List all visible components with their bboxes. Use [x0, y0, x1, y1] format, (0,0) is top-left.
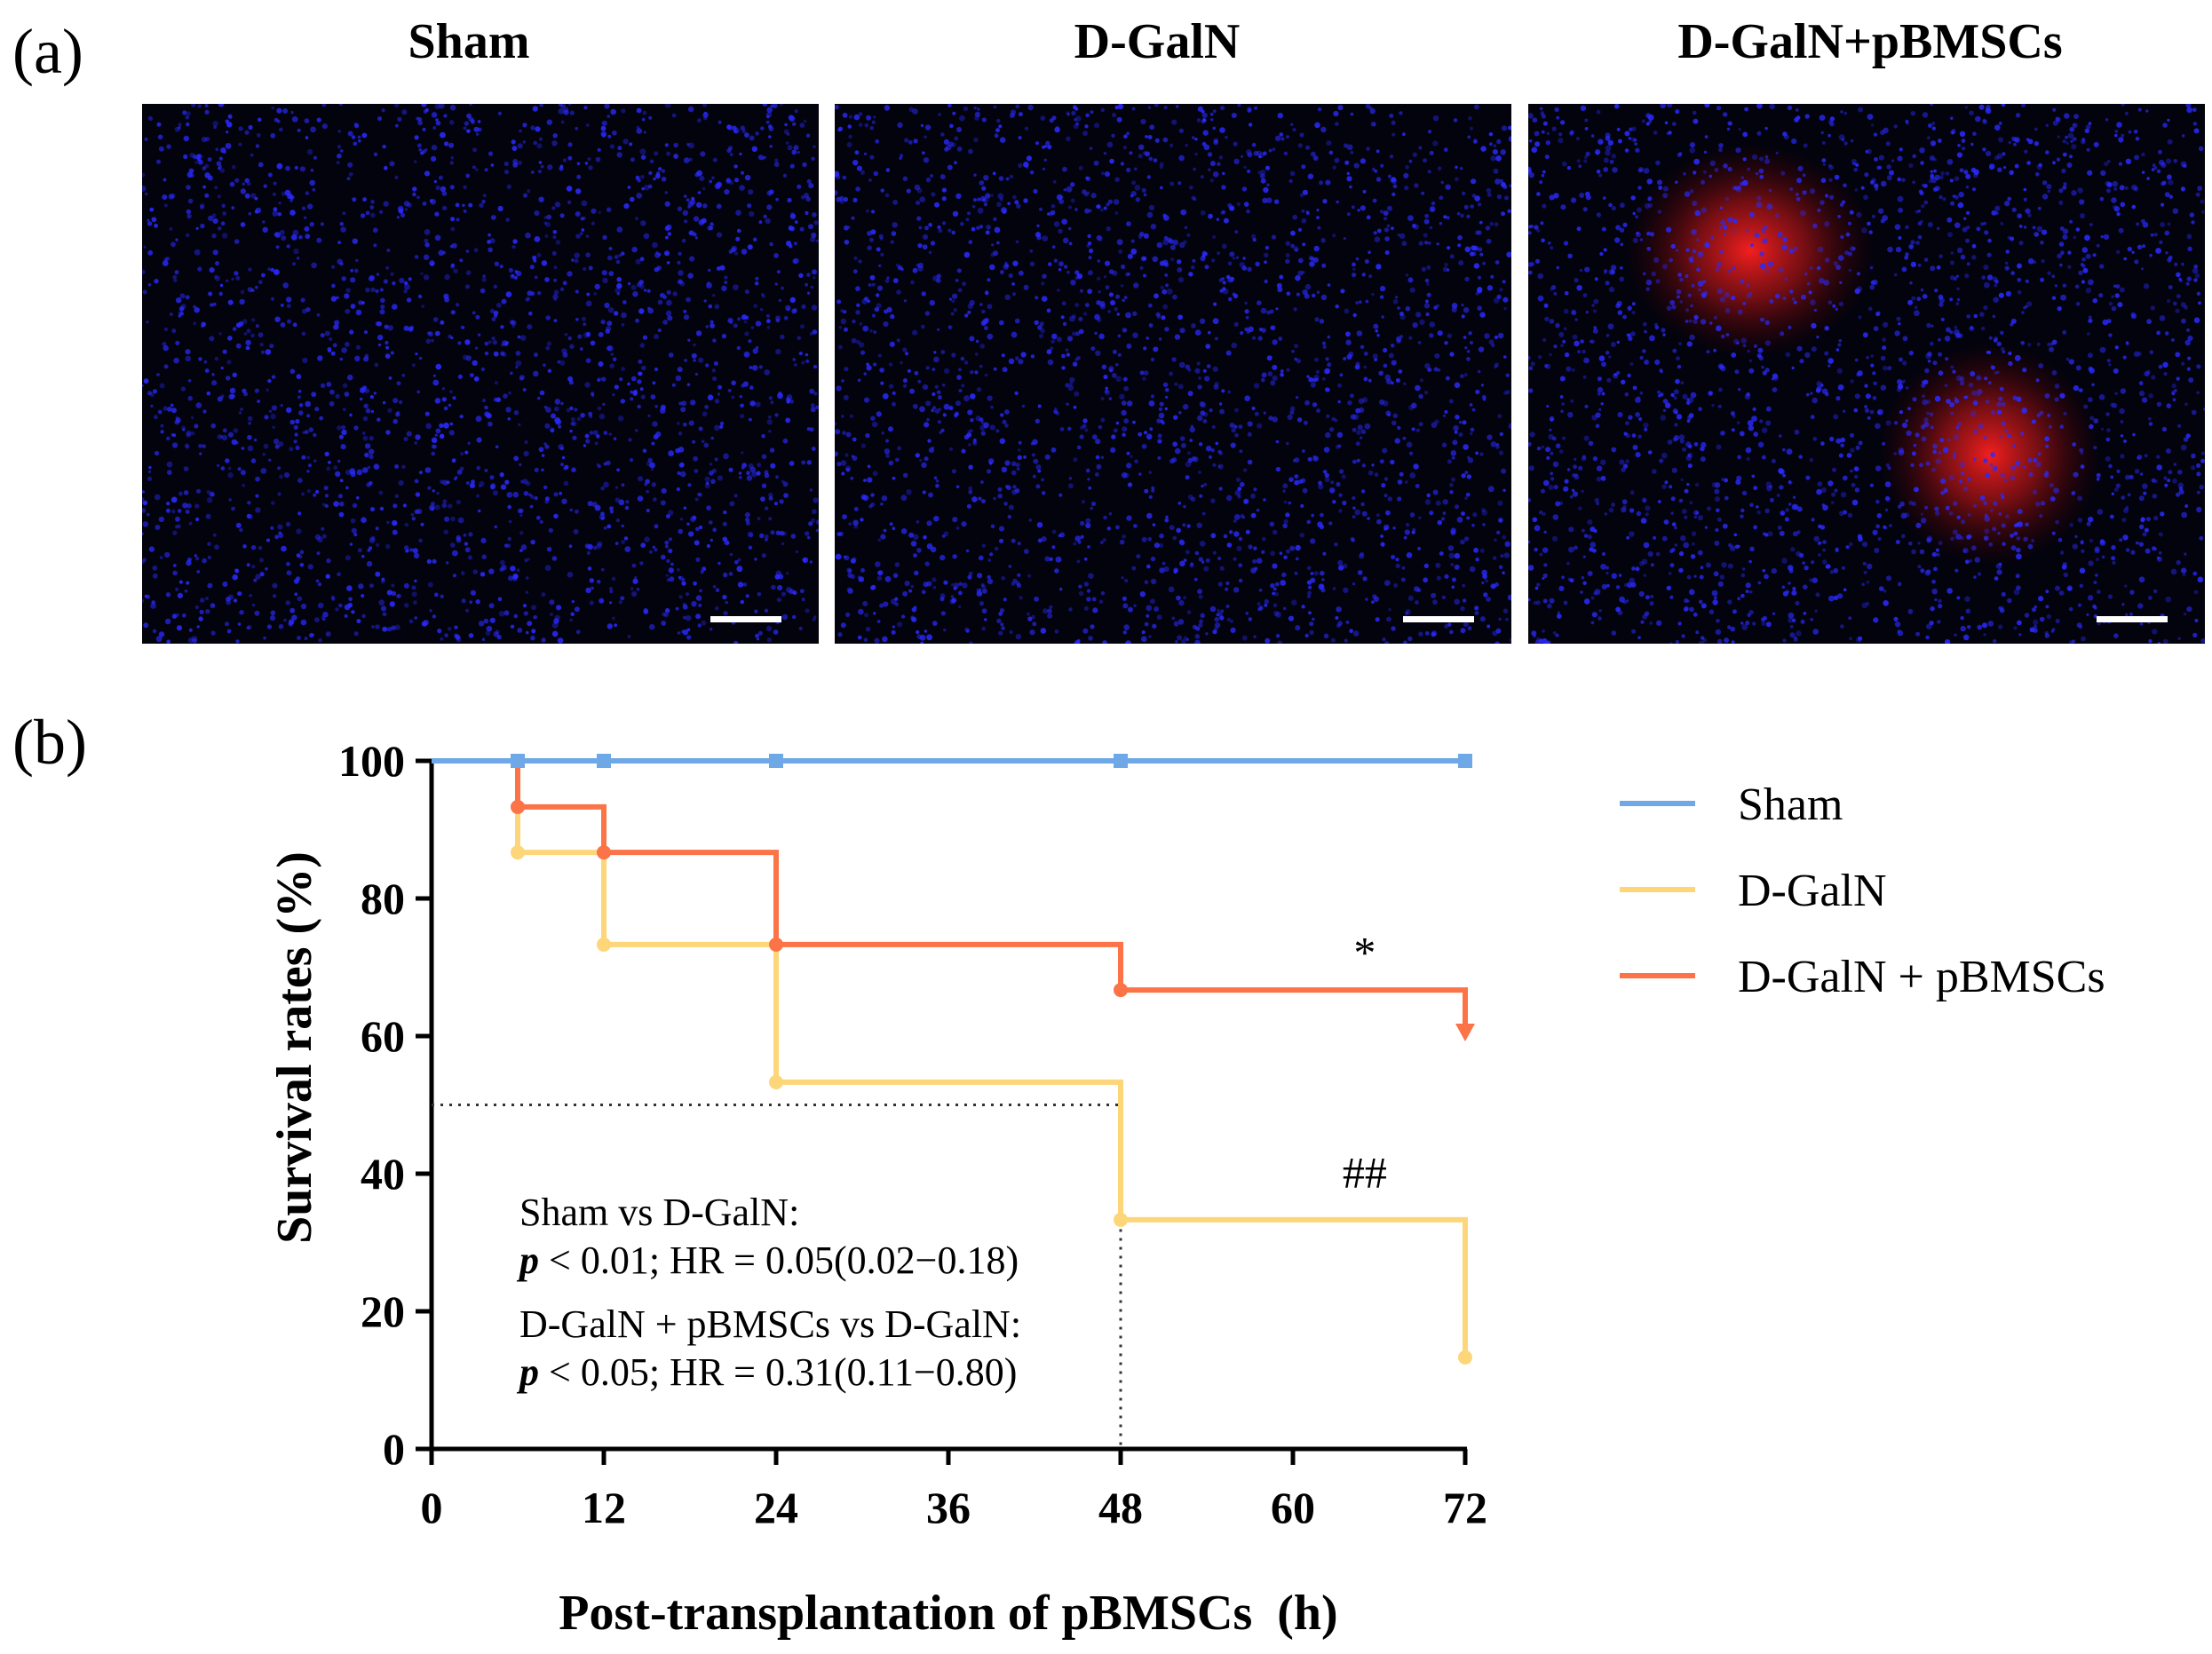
nuclei-dots [1528, 104, 2205, 644]
series-layer [432, 754, 1475, 1365]
series-d-galn-pbmscs [511, 761, 1475, 1041]
x-axis-title: Post-transplantation of pBMSCs (h) [559, 1586, 1337, 1641]
censor-marker [1458, 754, 1472, 768]
censor-marker [1114, 983, 1128, 998]
x-tick-label: 48 [1098, 1483, 1143, 1532]
significance-mark: ## [1343, 1148, 1387, 1198]
image-title-sham: Sham [408, 14, 530, 69]
censor-marker [511, 845, 525, 860]
censor-marker [597, 845, 611, 860]
censor-marker [769, 754, 783, 768]
micrograph-background [835, 104, 1511, 644]
censor-marker [597, 937, 611, 952]
image-title-dgaln: D-GalN [1074, 14, 1241, 69]
censor-marker [1114, 1212, 1128, 1227]
significance-annotations: * ## [1343, 928, 1387, 1198]
image-title-dgaln-pbmscs: D-GalN+pBMSCs [1677, 14, 2063, 69]
red-stain-cluster [1879, 344, 2101, 566]
legend-label-d-galn: D-GalN [1738, 866, 1887, 916]
median-survival-lines [432, 1104, 1122, 1449]
series-sham [432, 754, 1472, 768]
x-tick-label: 12 [582, 1483, 626, 1532]
end-arrow-marker [1455, 1024, 1475, 1041]
censor-marker [1458, 1349, 1472, 1365]
x-tick-label: 0 [421, 1483, 443, 1532]
scale-bar [2097, 616, 2168, 622]
stats-line-1: Sham vs D-GalN: [519, 1191, 799, 1234]
micrograph-sham [142, 104, 819, 644]
y-tick-label: 0 [383, 1424, 405, 1474]
p-symbol-2: p [516, 1350, 539, 1394]
x-tick-label: 24 [754, 1483, 798, 1532]
stats-line-4: p < 0.05; HR = 0.31(0.11−0.80) [516, 1350, 1017, 1394]
y-tick-label: 20 [361, 1286, 405, 1336]
micrograph-background [1528, 104, 2205, 644]
x-tick-label: 72 [1443, 1483, 1487, 1532]
red-stain-cluster [1626, 144, 1875, 357]
stats-line-2: p < 0.01; HR = 0.05(0.02−0.18) [516, 1239, 1019, 1282]
censor-marker [511, 799, 525, 814]
y-axis-title: Survival rates (%) [267, 851, 322, 1244]
legend-label-sham: Sham [1738, 780, 1843, 830]
scale-bar [710, 616, 781, 622]
p-text-2: < 0.05; HR = 0.31(0.11−0.80) [539, 1350, 1017, 1394]
micrograph-background [142, 104, 819, 644]
significance-mark: * [1353, 928, 1376, 977]
y-tick-label: 100 [338, 736, 405, 786]
legend: Sham D-GalN D-GalN + pBMSCs [1620, 780, 2105, 1002]
scale-bar [1403, 616, 1474, 622]
y-tick-label: 40 [361, 1149, 405, 1199]
chart-axes: 0 20 40 60 80 100 0 12 24 36 48 60 72 [338, 736, 1487, 1532]
censor-marker [769, 1074, 783, 1089]
censor-marker [511, 754, 525, 768]
x-tick-label: 60 [1271, 1483, 1315, 1532]
legend-label-d-galn-pbmscs: D-GalN + pBMSCs [1738, 952, 2105, 1002]
nuclei-dots [835, 104, 1511, 644]
p-text-1: < 0.01; HR = 0.05(0.02−0.18) [539, 1239, 1019, 1282]
y-tick-label: 60 [361, 1011, 405, 1061]
stats-line-3: D-GalN + pBMSCs vs D-GalN: [519, 1302, 1021, 1346]
nuclei-dots [142, 104, 819, 644]
series-line-d-galn-pbmscs [515, 761, 1468, 1036]
censor-marker [769, 937, 783, 952]
censor-marker [1114, 754, 1128, 768]
panel-a-label: (a) [12, 16, 83, 87]
stats-box: Sham vs D-GalN: p < 0.01; HR = 0.05(0.02… [516, 1191, 1021, 1394]
micrograph-dgaln-pbmscs [1528, 104, 2205, 644]
panel-b-label: (b) [12, 707, 87, 778]
x-tick-label: 36 [926, 1483, 971, 1532]
p-symbol-1: p [516, 1239, 539, 1282]
censor-marker [597, 754, 611, 768]
y-tick-label: 80 [361, 874, 405, 923]
micrograph-dgaln [835, 104, 1511, 644]
